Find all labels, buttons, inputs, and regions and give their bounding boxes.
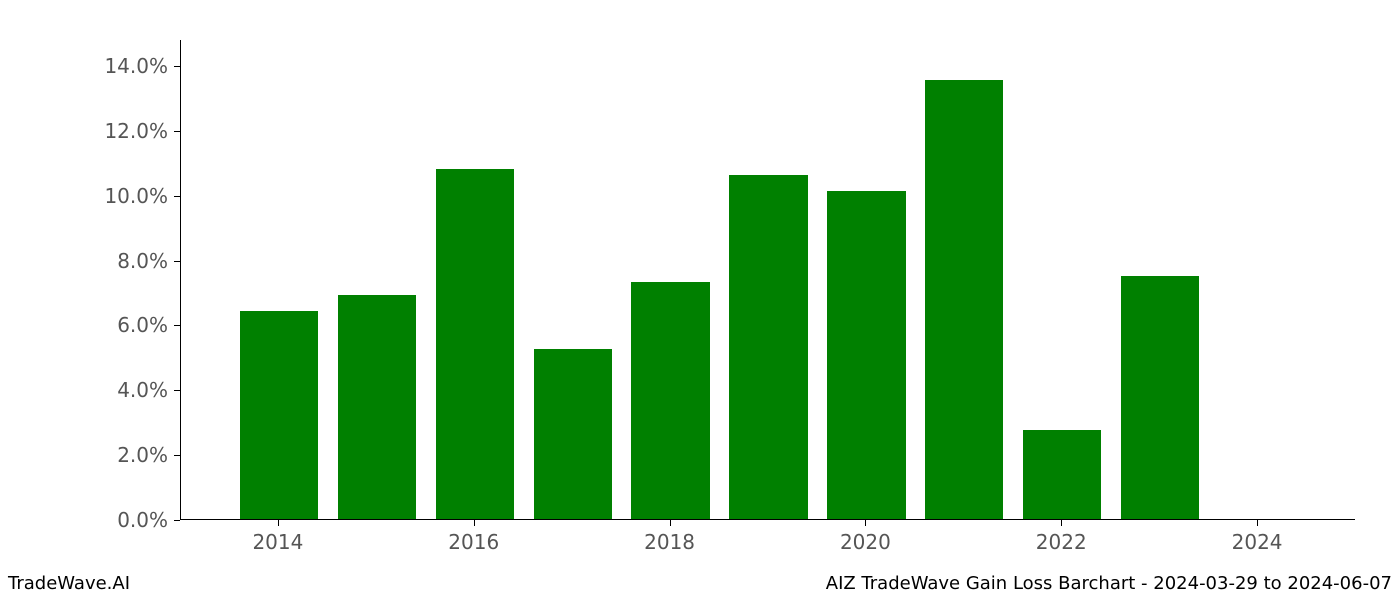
y-tick-mark bbox=[174, 325, 180, 326]
y-tick-mark bbox=[174, 131, 180, 132]
y-tick-label: 8.0% bbox=[117, 249, 168, 273]
plot-area bbox=[180, 40, 1355, 520]
bar bbox=[729, 175, 807, 519]
y-tick-mark bbox=[174, 261, 180, 262]
y-tick-label: 2.0% bbox=[117, 443, 168, 467]
y-tick-mark bbox=[174, 520, 180, 521]
y-tick-mark bbox=[174, 390, 180, 391]
y-tick-label: 12.0% bbox=[104, 119, 168, 143]
bar bbox=[240, 311, 318, 519]
bar bbox=[1023, 430, 1101, 519]
x-tick-label: 2022 bbox=[1036, 530, 1087, 554]
x-tick-label: 2016 bbox=[448, 530, 499, 554]
y-tick-label: 4.0% bbox=[117, 378, 168, 402]
bar bbox=[1121, 276, 1199, 519]
y-tick-label: 10.0% bbox=[104, 184, 168, 208]
x-tick-mark bbox=[1061, 520, 1062, 526]
x-tick-label: 2024 bbox=[1232, 530, 1283, 554]
y-tick-label: 14.0% bbox=[104, 54, 168, 78]
x-tick-label: 2014 bbox=[252, 530, 303, 554]
x-tick-mark bbox=[474, 520, 475, 526]
bar bbox=[338, 295, 416, 519]
bar bbox=[631, 282, 709, 519]
x-tick-label: 2020 bbox=[840, 530, 891, 554]
bar bbox=[436, 169, 514, 519]
bar bbox=[534, 349, 612, 519]
footer-caption: AIZ TradeWave Gain Loss Barchart - 2024-… bbox=[826, 573, 1392, 594]
x-tick-mark bbox=[278, 520, 279, 526]
y-tick-mark bbox=[174, 455, 180, 456]
bar bbox=[827, 191, 905, 519]
y-tick-label: 6.0% bbox=[117, 313, 168, 337]
x-tick-mark bbox=[670, 520, 671, 526]
y-tick-mark bbox=[174, 196, 180, 197]
bar bbox=[925, 80, 1003, 519]
footer-branding: TradeWave.AI bbox=[8, 573, 130, 594]
x-tick-label: 2018 bbox=[644, 530, 695, 554]
x-tick-mark bbox=[1257, 520, 1258, 526]
chart-container: TradeWave.AI AIZ TradeWave Gain Loss Bar… bbox=[0, 0, 1400, 600]
x-tick-mark bbox=[865, 520, 866, 526]
y-tick-mark bbox=[174, 66, 180, 67]
y-tick-label: 0.0% bbox=[117, 508, 168, 532]
